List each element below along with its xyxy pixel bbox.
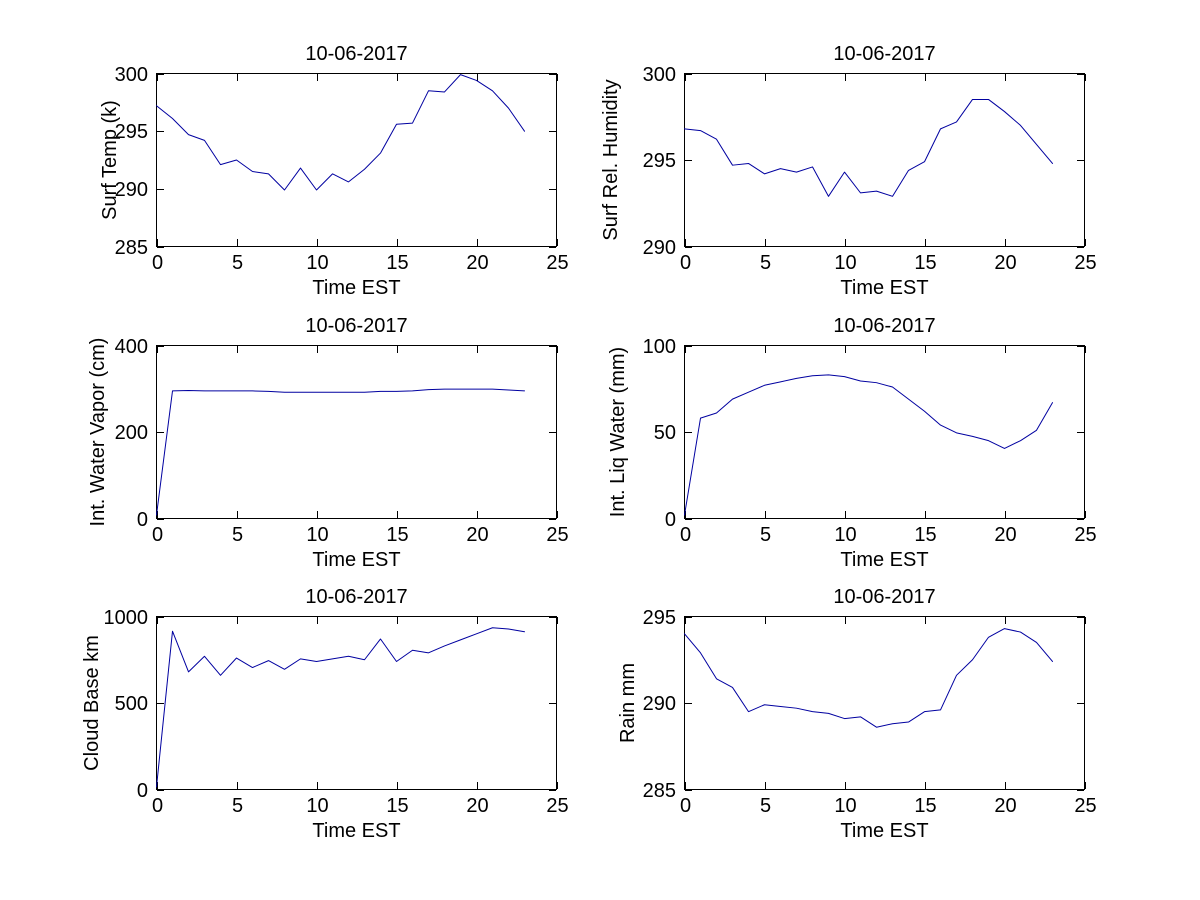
y-tick-label: 500 [114, 692, 148, 715]
chart-title: 10-06-2017 [833, 586, 936, 608]
chart-title: 10-06-2017 [833, 43, 936, 65]
x-tick-label: 0 [151, 795, 164, 817]
chart-title: 10-06-2017 [305, 43, 408, 65]
x-axis-label: Time EST [840, 277, 929, 299]
x-tick-label: 0 [679, 524, 692, 546]
x-tick-label: 20 [466, 795, 489, 817]
plot-area [684, 616, 1086, 791]
x-axis-label: Time EST [312, 277, 401, 299]
x-tick-label: 15 [914, 524, 937, 546]
plot-area [156, 345, 558, 520]
x-tick-label: 25 [1074, 795, 1097, 817]
x-tick-label: 10 [834, 795, 857, 817]
y-tick-label: 290 [642, 236, 676, 259]
y-tick-label: 295 [642, 606, 676, 629]
x-tick-label: 20 [466, 524, 489, 546]
chart-title: 10-06-2017 [833, 315, 936, 337]
x-tick-label: 10 [306, 524, 329, 546]
plot-area [156, 616, 558, 791]
chart-title: 10-06-2017 [305, 586, 408, 608]
x-tick-label: 0 [679, 252, 692, 274]
x-tick-label: 10 [306, 795, 329, 817]
subplot-int-water-vapor: 10-06-2017 Int. Water Vapor (cm) Time ES… [87, 315, 569, 571]
plot-area [684, 73, 1086, 248]
x-tick-label: 10 [306, 252, 329, 274]
subplot-rain: 10-06-2017 Rain mm Time EST 0 5 10 15 20 25 28… [617, 586, 1097, 842]
y-tick-label: 290 [642, 692, 676, 715]
x-tick-label: 15 [914, 252, 937, 274]
x-axis-label: Time EST [312, 549, 401, 571]
data-line [684, 374, 1053, 516]
axes-box [156, 73, 557, 247]
data-line [684, 98, 1053, 197]
y-tick-label: 1000 [103, 606, 149, 629]
y-tick-label: 290 [114, 178, 148, 201]
x-tick-label: 25 [546, 524, 569, 546]
x-tick-label: 0 [151, 252, 164, 274]
y-tick-label: 285 [642, 779, 676, 802]
plot-area [156, 73, 558, 248]
x-tick-label: 0 [151, 524, 164, 546]
axes-box [156, 345, 557, 519]
x-tick-label: 25 [1074, 252, 1097, 274]
y-tick-label: 295 [642, 149, 676, 172]
subplot-int-liq-water: 10-06-2017 Int. Liq Water (mm) Time EST … [607, 315, 1097, 571]
x-tick-label: 15 [914, 795, 937, 817]
x-tick-label: 5 [759, 252, 772, 274]
chart-title: 10-06-2017 [305, 315, 408, 337]
y-tick-label: 400 [114, 335, 148, 358]
x-axis-label: Time EST [312, 820, 401, 842]
x-tick-label: 20 [994, 795, 1017, 817]
x-tick-label: 15 [386, 795, 409, 817]
data-line [156, 627, 525, 788]
axes-box [156, 616, 557, 790]
y-tick-label: 295 [114, 120, 148, 143]
x-tick-label: 5 [759, 524, 772, 546]
y-tick-label: 0 [136, 779, 148, 802]
x-tick-label: 20 [994, 252, 1017, 274]
y-tick-label: 285 [114, 236, 148, 259]
x-tick-label: 20 [994, 524, 1017, 546]
y-tick-label: 0 [136, 508, 148, 531]
x-tick-label: 20 [466, 252, 489, 274]
axes-box [684, 616, 1085, 790]
x-axis-label: Time EST [840, 549, 929, 571]
data-line [156, 74, 525, 191]
x-tick-label: 25 [546, 252, 569, 274]
x-tick-label: 25 [546, 795, 569, 817]
x-tick-label: 5 [231, 524, 244, 546]
y-tick-label: 50 [653, 421, 676, 444]
y-tick-label: 200 [114, 421, 148, 444]
x-tick-label: 0 [679, 795, 692, 817]
x-tick-label: 5 [231, 252, 244, 274]
x-tick-label: 10 [834, 252, 857, 274]
y-axis-label: Surf Temp (k) [99, 100, 121, 220]
axes-box [684, 345, 1085, 519]
subplot-cloud-base: 10-06-2017 Cloud Base km Time EST 0 5 10 15… [81, 586, 569, 842]
x-tick-label: 25 [1074, 524, 1097, 546]
plot-area [684, 345, 1086, 520]
data-line [156, 388, 525, 516]
x-tick-label: 15 [386, 524, 409, 546]
y-tick-label: 300 [114, 63, 148, 86]
subplot-surf-temp: 10-06-2017 Surf Temp (k) Time EST 0 5 10 15… [99, 43, 569, 299]
x-tick-label: 15 [386, 252, 409, 274]
y-tick-label: 100 [642, 335, 676, 358]
x-tick-label: 5 [759, 795, 772, 817]
x-tick-label: 10 [834, 524, 857, 546]
y-tick-label: 300 [642, 63, 676, 86]
subplot-surf-rel-humidity: 10-06-2017 Surf Rel. Humidity Time EST 0… [600, 43, 1097, 299]
x-tick-label: 5 [231, 795, 244, 817]
y-tick-label: 0 [664, 508, 676, 531]
data-line [684, 628, 1053, 728]
x-axis-label: Time EST [840, 820, 929, 842]
axes-box [684, 73, 1085, 247]
